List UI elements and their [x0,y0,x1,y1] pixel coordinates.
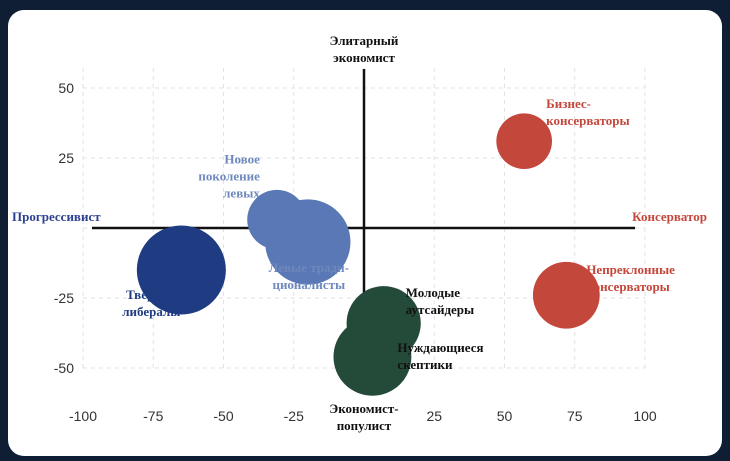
axis-label-left: Прогрессивист [12,209,101,224]
y-tick-label: 25 [58,150,74,166]
x-tick-label: 75 [567,408,583,424]
y-tick-label: -25 [54,290,74,306]
data-point-label: Левые тради-ционалисты [269,260,349,292]
axis-label-right: Консерватор [632,209,707,224]
data-point-label: Молодые аутсайдеры [406,285,475,317]
data-point [136,225,226,315]
data-point-label: Твердые либералы [122,287,180,319]
data-point [265,199,351,285]
x-tick-label: -75 [143,408,163,424]
axis-label-bottom: Экономист-популист [329,401,398,433]
data-point-label: Нуждающиеся скептики [397,340,483,372]
data-point-label: Непреклонные консерваторы [586,262,675,294]
x-tick-label: 100 [633,408,657,424]
data-point [496,113,552,170]
x-tick-label: 25 [426,408,442,424]
data-point-label: Новое поколение левых [198,152,260,201]
x-tick-label: -100 [69,408,97,424]
y-tick-label: -50 [54,360,74,376]
x-tick-label: -50 [213,408,233,424]
x-tick-label: -25 [284,408,304,424]
data-point [333,317,412,396]
data-point-label: Бизнес-консерваторы [546,96,630,128]
data-point [532,261,600,329]
y-tick-label: 50 [58,80,74,96]
axis-label-top: Элитарный экономист [330,33,399,65]
x-tick-label: 50 [497,408,513,424]
